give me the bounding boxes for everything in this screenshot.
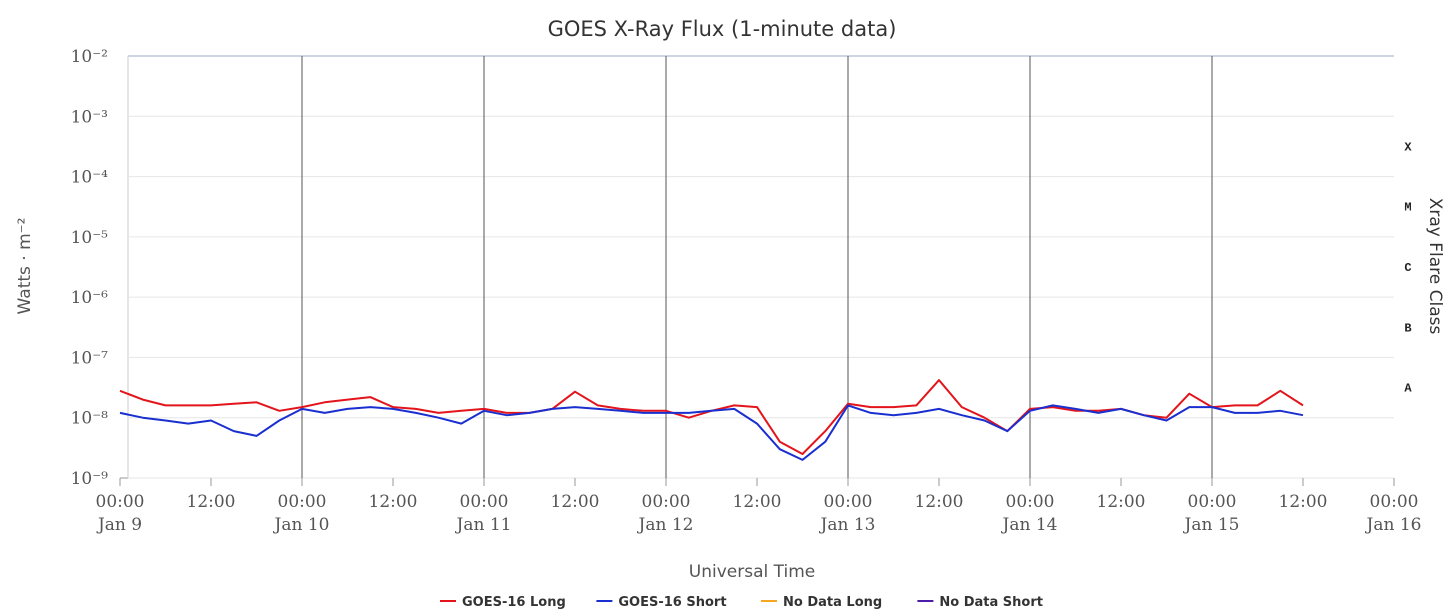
x-tick-sublabel: Jan 14 [1001, 515, 1058, 535]
y-tick-label: 10⁻³ [71, 107, 108, 127]
legend-label: GOES-16 Long [462, 595, 566, 610]
x-tick-label: 00:00 [1370, 492, 1419, 512]
legend-label: GOES-16 Short [618, 595, 726, 610]
x-tick-label: 12:00 [1097, 492, 1146, 512]
x-tick-label: 00:00 [460, 492, 509, 512]
y-tick-label: 10⁻⁸ [71, 409, 109, 429]
y-tick-label: 10⁻⁴ [71, 168, 109, 188]
x-tick-label: 00:00 [278, 492, 327, 512]
y2-axis-title: Xray Flare Class [1425, 198, 1445, 335]
flare-class-label: A [1404, 382, 1412, 396]
x-tick-label: 00:00 [642, 492, 691, 512]
flare-class-label: X [1404, 140, 1412, 154]
x-tick-label: 00:00 [1188, 492, 1237, 512]
x-tick-sublabel: Jan 10 [273, 515, 330, 535]
x-tick-label: 12:00 [187, 492, 236, 512]
x-tick-sublabel: Jan 15 [1183, 515, 1240, 535]
x-tick-sublabel: Jan 16 [1365, 515, 1422, 535]
legend-label: No Data Long [783, 595, 882, 610]
x-tick-label: 12:00 [733, 492, 782, 512]
x-tick-label: 00:00 [824, 492, 873, 512]
x-tick-label: 00:00 [1006, 492, 1055, 512]
x-tick-sublabel: Jan 11 [455, 515, 512, 535]
x-tick-label: 12:00 [369, 492, 418, 512]
x-axis-title: Universal Time [689, 562, 815, 582]
flare-class-label: B [1404, 321, 1411, 335]
y-tick-label: 10⁻⁹ [71, 469, 109, 489]
x-tick-label: 00:00 [96, 492, 145, 512]
x-tick-label: 12:00 [915, 492, 964, 512]
x-tick-label: 12:00 [551, 492, 600, 512]
series-line [119, 404, 1304, 461]
y-tick-label: 10⁻⁷ [71, 348, 109, 368]
y-tick-label: 10⁻⁶ [71, 288, 109, 308]
flare-class-label: C [1404, 261, 1411, 275]
x-tick-label: 12:00 [1279, 492, 1328, 512]
y-axis-title: Watts · m⁻² [15, 218, 35, 315]
x-tick-sublabel: Jan 13 [819, 515, 876, 535]
legend-label: No Data Short [939, 595, 1043, 610]
y-tick-label: 10⁻² [71, 47, 108, 67]
y-tick-label: 10⁻⁵ [71, 228, 109, 248]
x-tick-sublabel: Jan 12 [637, 515, 694, 535]
series-line [119, 379, 1304, 455]
chart-title: GOES X-Ray Flux (1-minute data) [548, 17, 897, 41]
flare-class-label: M [1404, 201, 1411, 215]
x-tick-sublabel: Jan 9 [96, 515, 142, 535]
